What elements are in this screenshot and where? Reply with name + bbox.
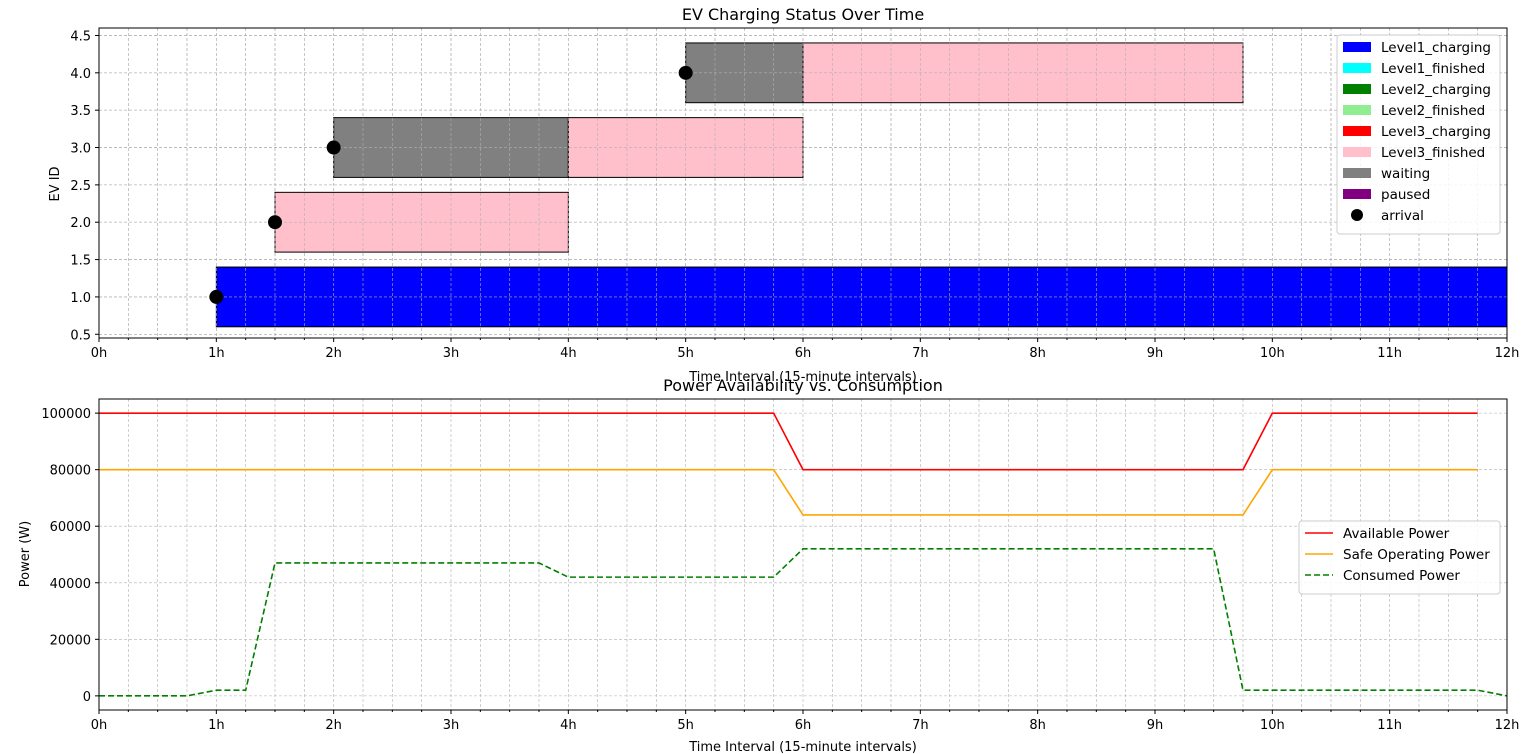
legend-label-level3-finished: Level3_finished [1381,145,1485,161]
y-tick-label: 2.5 [70,179,91,194]
y-axis-label: Power (W) [18,521,33,587]
x-tick-label: 1h [208,718,225,733]
x-tick-label: 9h [1147,346,1164,361]
y-tick-label: 3.5 [70,104,91,119]
y-tick-label: 3.0 [70,142,91,157]
arrival-marker-ev1 [209,289,224,304]
arrival-marker-ev4 [678,65,693,80]
legend-box [1298,520,1501,595]
legend-marker-arrival [1351,209,1363,221]
arrival-markers [209,65,693,304]
power-chart: 0h 1h 2h 3h 4h 5h 6h 7h 8h 9h 10h 11h 12h 0 20000 4000… [18,376,1519,754]
x-tick-label: 5h [677,718,694,733]
y-tick-label: 80000 [50,464,91,479]
x-tick-label: 0h [91,718,108,733]
x-tick-label: 0h [91,346,108,361]
x-tick-label: 7h [912,346,929,361]
x-axis-ticks: 0h 1h 2h 3h 4h 5h 6h 7h 8h 9h 10h 11h 12h [91,710,1520,733]
legend-label-level1-charging: Level1_charging [1381,40,1491,56]
x-tick-label: 2h [325,718,342,733]
legend-label-level2-charging: Level2_charging [1381,82,1491,98]
x-tick-label: 6h [795,718,812,733]
series-line-consumed-power [99,548,1508,697]
legend-swatch-paused [1343,189,1371,199]
x-tick-label: 11h [1377,718,1402,733]
x-tick-label: 12h [1495,718,1520,733]
x-tick-label: 10h [1260,718,1285,733]
y-tick-label: 1.5 [70,254,91,269]
x-tick-label: 3h [443,718,460,733]
x-tick-label: 1h [208,346,225,361]
y-tick-label: 0 [83,690,91,705]
y-tick-label: 100000 [41,407,91,422]
y-axis-label: EV ID [48,166,63,201]
legend-label-paused: paused [1381,187,1430,203]
x-tick-label: 2h [325,346,342,361]
x-axis-label: Time Interval (15-minute intervals) [688,740,917,754]
legend: Available Power Safe Operating Power Consu… [1298,520,1501,595]
x-tick-label: 8h [1029,346,1046,361]
x-tick-label: 5h [677,346,694,361]
legend-swatch-level1-finished [1343,63,1371,73]
legend-label-level2-finished: Level2_finished [1381,103,1485,119]
x-tick-label: 10h [1260,346,1285,361]
legend-swatch-level3-finished [1343,147,1371,157]
x-axis-label: Time Interval (15-minute intervals) [688,370,917,385]
x-tick-label: 3h [443,346,460,361]
y-axis-ticks: 0 20000 40000 60000 80000 100000 [41,407,99,705]
arrival-marker-ev3 [326,140,341,155]
x-tick-label: 8h [1029,718,1046,733]
y-axis-ticks: 0.5 1.0 1.5 2.0 2.5 3.0 3.5 4.0 4.5 [70,29,99,343]
y-tick-label: 0.5 [70,328,91,343]
legend: Level1_charging Level1_finished Level2_cha… [1336,34,1501,235]
ev-charging-status-chart: 0h 1h 2h 3h 4h 5h 6h 7h 8h 9h 10h 11h 12h 0.5 1.0 1.5 2… [48,5,1519,385]
series-line-safe-operating-power [99,468,1478,516]
x-tick-label: 12h [1495,346,1520,361]
legend-label-consumed-power: Consumed Power [1343,568,1460,584]
legend-label-level1-finished: Level1_finished [1381,61,1485,77]
series-lines [99,412,1508,697]
y-tick-label: 20000 [50,633,91,648]
chart-title: Power Availability vs. Consumption [663,376,943,395]
x-tick-label: 6h [795,346,812,361]
legend-swatch-level2-finished [1343,105,1371,115]
legend-box [1336,34,1501,235]
arrival-marker-ev2 [268,215,282,230]
x-tick-label: 4h [560,346,577,361]
x-axis-ticks: 0h 1h 2h 3h 4h 5h 6h 7h 8h 9h 10h 11h 12h [91,338,1520,361]
chart-title: EV Charging Status Over Time [682,5,924,24]
legend-swatch-level2-charging [1343,84,1371,94]
x-tick-label: 7h [912,718,929,733]
y-tick-label: 60000 [50,520,91,535]
y-tick-label: 2.0 [70,216,91,231]
y-tick-label: 4.5 [70,29,91,44]
legend-label-safe-operating-power: Safe Operating Power [1343,547,1490,563]
y-tick-label: 1.0 [70,291,91,306]
x-tick-label: 4h [560,718,577,733]
legend-label-level3-charging: Level3_charging [1381,124,1491,140]
legend-swatch-waiting [1343,168,1371,178]
y-tick-label: 40000 [50,577,91,592]
legend-label-available-power: Available Power [1343,526,1450,542]
legend-swatch-level1-charging [1343,42,1371,52]
series-line-available-power [99,412,1478,471]
legend-swatch-level3-charging [1343,126,1371,136]
x-tick-label: 11h [1377,346,1402,361]
legend-label-arrival: arrival [1381,208,1424,224]
y-tick-label: 4.0 [70,67,91,82]
legend-label-waiting: waiting [1381,166,1430,182]
x-tick-label: 9h [1147,718,1164,733]
